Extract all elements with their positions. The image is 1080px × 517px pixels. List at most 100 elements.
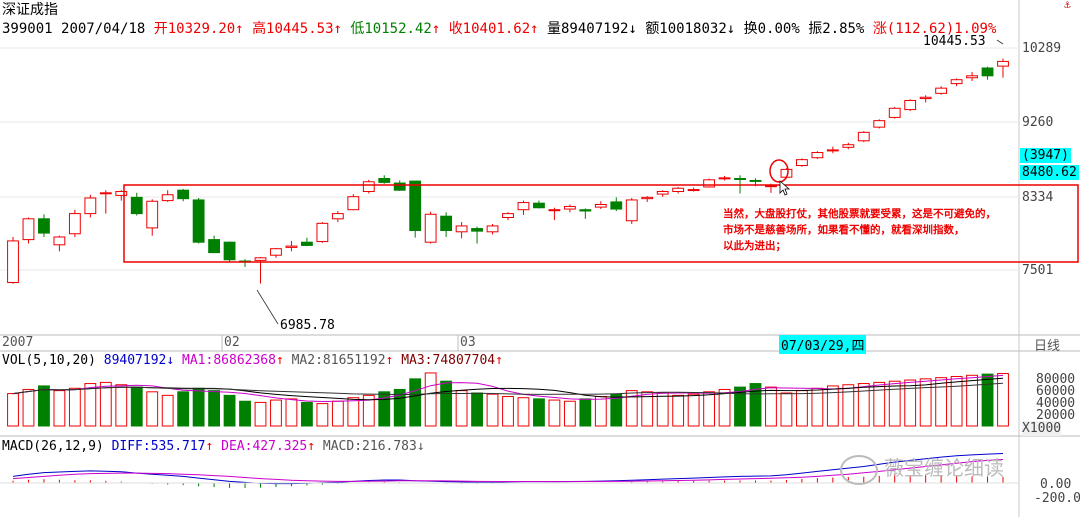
volume-bar <box>656 392 669 427</box>
up-arrow-icon: ↑ <box>205 439 214 454</box>
up-arrow-icon: ↑ <box>235 21 244 37</box>
candle-body <box>811 152 824 159</box>
candle-body <box>115 191 128 196</box>
crosshair-date: 07/03/29,四 <box>779 335 867 354</box>
candles <box>7 58 1009 284</box>
down-arrow-icon: ↓ <box>628 21 637 37</box>
candle-body <box>517 202 530 211</box>
macd-lines <box>12 453 1004 485</box>
candle-body <box>857 131 870 142</box>
volume-bar <box>300 401 313 427</box>
volume-bar <box>795 390 808 427</box>
volume-bar <box>625 390 638 427</box>
volume-bar <box>177 391 190 427</box>
volume-bar <box>826 385 839 427</box>
volume-bar <box>192 387 205 427</box>
candle-body <box>718 177 731 180</box>
vol-label: VOL(5,10,20) <box>2 353 96 368</box>
vol-value: 89407192 <box>103 353 167 368</box>
change-pct: 1.09% <box>954 21 997 37</box>
volume-bar <box>548 399 561 427</box>
cursor-pointer <box>779 180 791 196</box>
price-axis-label: 9260 <box>1022 115 1054 130</box>
candle-body <box>22 218 35 241</box>
candle-body <box>285 245 298 248</box>
watermark-text: 薇宝缠论细读 <box>884 456 1004 480</box>
volume-bar <box>981 373 994 427</box>
volume-bar <box>502 396 514 427</box>
volume-bar <box>888 380 901 427</box>
candle-body <box>7 240 19 283</box>
candle-body <box>672 187 685 192</box>
candle-body <box>486 225 499 233</box>
index-title: 深证成指 <box>2 2 58 18</box>
wechat-icon <box>840 454 878 485</box>
candle-body <box>208 239 221 254</box>
anchor-icon[interactable]: ⚓ <box>1064 0 1071 11</box>
candle-body <box>594 204 607 208</box>
period-label[interactable]: 日线 <box>1034 339 1061 354</box>
candle-body <box>300 241 313 246</box>
volume-bar <box>687 393 700 427</box>
high-marker: 10445.53 <box>923 34 986 49</box>
candle-body <box>765 185 777 188</box>
up-arrow-icon: ↑ <box>275 353 284 368</box>
quote-date: 2007/04/18 <box>61 21 146 37</box>
candle-body <box>424 213 437 243</box>
up-arrow-icon: ↑ <box>333 21 342 37</box>
candle-body <box>161 194 174 202</box>
candle-body <box>950 79 963 85</box>
volume-bar <box>718 388 731 427</box>
annotation-line: 以此为进出； <box>723 240 786 252</box>
volume-bar <box>780 392 793 427</box>
candle-body <box>347 196 360 211</box>
candle-body <box>533 202 545 209</box>
volume-bar <box>7 393 19 427</box>
volume-bar <box>919 378 932 427</box>
quote-line: 399001 2007/04/18 开10329.20↑ 高10445.53↑ … <box>2 18 996 38</box>
candle-body <box>502 213 514 219</box>
candle-body <box>331 213 344 220</box>
high-value: 高10445.53 <box>252 21 334 37</box>
vol-axis-label: 60000 <box>1036 384 1076 399</box>
candle-body <box>223 241 236 261</box>
candle-body <box>471 228 483 232</box>
candle-body <box>919 96 932 100</box>
candle-body <box>795 159 808 166</box>
candle-body <box>254 257 267 261</box>
vol-ma3: MA3:74807704 <box>401 353 496 368</box>
open-value: 开10329.20 <box>153 21 236 37</box>
change-value: 涨(112.62) <box>872 21 955 37</box>
candle-body <box>579 209 592 212</box>
candle-body <box>842 144 855 148</box>
volume-bar <box>409 378 422 427</box>
volume-bar <box>857 383 870 427</box>
candle-body <box>548 209 561 212</box>
turnover-value: 换0.00% <box>743 21 800 37</box>
volume-bar <box>703 391 716 427</box>
macd-header: MACD(26,12,9) DIFF:535.717↑ DEA:427.325↑… <box>2 439 425 454</box>
macd-axis-label: -200.0 <box>1034 491 1080 506</box>
candle-body <box>393 182 406 191</box>
close-value: 收10401.62 <box>448 21 531 37</box>
candle-body <box>826 149 839 152</box>
candle-body <box>873 120 886 128</box>
volume-bar <box>950 375 963 427</box>
volume-bar <box>362 394 375 427</box>
price-axis-label: 10289 <box>1022 41 1062 56</box>
candle-body <box>904 100 917 111</box>
volume-bar <box>966 374 978 427</box>
volume-bar <box>765 386 777 427</box>
price-axis-label: 8334 <box>1022 190 1054 205</box>
candle-body <box>130 196 143 215</box>
highlight-circle <box>769 159 789 183</box>
low-marker: 6985.78 <box>280 318 335 333</box>
low-marker-line <box>256 289 279 325</box>
volume-ma-line <box>12 382 1004 396</box>
candle-body <box>409 180 422 232</box>
candle-body <box>455 225 468 233</box>
price-axis-label: 7501 <box>1022 263 1054 278</box>
macd-diff: DIFF:535.717 <box>111 439 206 454</box>
time-axis-label: 02 <box>224 335 240 350</box>
